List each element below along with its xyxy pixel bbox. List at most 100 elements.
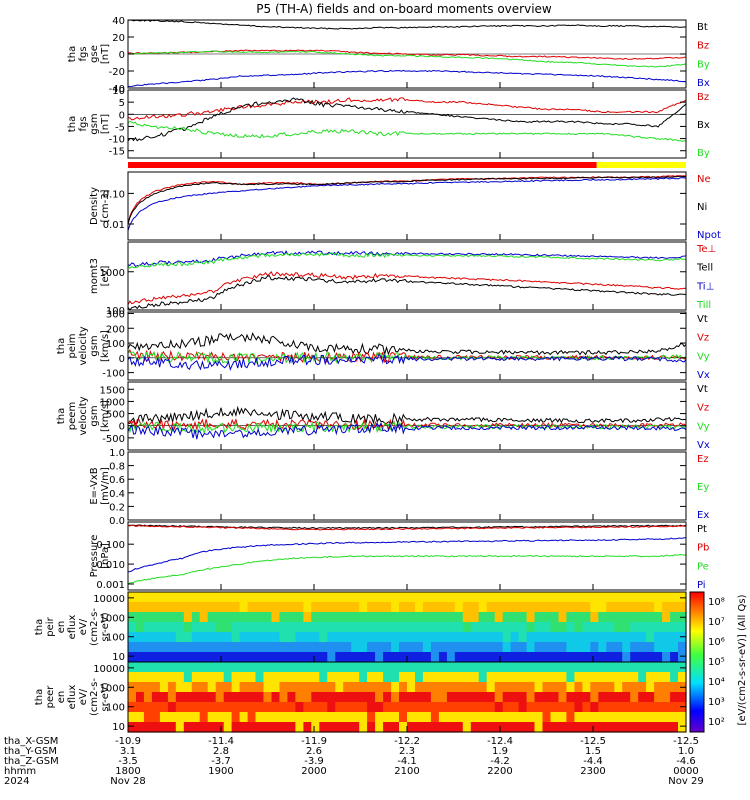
heatmap-cell (478, 602, 488, 613)
heatmap-cell (319, 702, 328, 713)
heatmap-cell (662, 652, 671, 663)
heatmap-cell (175, 652, 185, 663)
heatmap-cell (630, 632, 639, 643)
heatmap-cell (415, 712, 424, 723)
heatmap-cell (526, 692, 536, 703)
heatmap-cell (630, 692, 639, 703)
heatmap-cell (335, 692, 344, 703)
panel-8: 10 100 1000 10000 thapeirenefluxeV/(cm2-s-sr… (34, 591, 687, 663)
heatmap-cell (167, 722, 177, 733)
heatmap-cell (143, 622, 153, 633)
heatmap-cell (223, 682, 233, 693)
heatmap-cell (407, 722, 416, 733)
heatmap-cell (518, 722, 528, 733)
heatmap-cell (231, 632, 241, 643)
heatmap-cell (638, 682, 647, 693)
heatmap-cell (566, 672, 575, 683)
heatmap-cell (486, 632, 496, 643)
heatmap-cell (271, 622, 281, 633)
heatmap-cell (590, 682, 599, 693)
heatmap-cell (606, 682, 615, 693)
heatmap-cell (407, 682, 416, 693)
heatmap-cell (654, 702, 663, 713)
heatmap-cell (271, 632, 281, 643)
heatmap-cell (566, 702, 575, 713)
heatmap-cell (510, 632, 520, 643)
heatmap-cell (215, 652, 225, 663)
heatmap-cell (542, 692, 552, 703)
heatmap-cell (335, 602, 344, 613)
heatmap-cell (239, 622, 249, 633)
heatmap-cell (518, 612, 528, 623)
heatmap-cell (622, 642, 631, 653)
series-Bt (128, 20, 686, 30)
legend-Vx: Vx (697, 440, 710, 451)
heatmap-cell (327, 612, 336, 623)
heatmap-cell (662, 612, 671, 623)
heatmap-cell (279, 642, 289, 653)
legend-Vy: Vy (697, 351, 710, 362)
heatmap-cell (247, 672, 257, 683)
xaxis-value: -11.9 (301, 736, 327, 747)
heatmap-cell (199, 632, 209, 643)
heatmap-cell (470, 632, 480, 643)
heatmap-cell (550, 622, 560, 633)
heatmap-cell (255, 612, 265, 623)
heatmap-cell (327, 672, 336, 683)
heatmap-cell (367, 662, 376, 673)
heatmap-cell (566, 592, 575, 603)
series-Bx (128, 97, 686, 142)
heatmap-cell (279, 592, 289, 603)
legend-Npot: Npot (697, 230, 721, 241)
heatmap-cell (319, 592, 328, 603)
heatmap-cell (343, 612, 352, 623)
colorbar-tick: 10⁸ (708, 597, 725, 608)
heatmap-cell (319, 652, 328, 663)
heatmap-cell (343, 672, 352, 683)
ytick-label: -5 (115, 122, 125, 133)
heatmap-cell (510, 702, 520, 713)
heatmap-cell (454, 642, 464, 653)
heatmap-cell (343, 602, 352, 613)
heatmap-cell (598, 652, 607, 663)
heatmap-cell (351, 622, 360, 633)
xaxis-value: -12.2 (394, 736, 420, 747)
heatmap-cell (383, 682, 392, 693)
heatmap-cell (454, 602, 464, 613)
heatmap-cell (566, 622, 575, 633)
heatmap-cell (327, 682, 336, 693)
heatmap-cell (478, 642, 488, 653)
heatmap-cell (159, 602, 169, 613)
heatmap-cell (391, 602, 400, 613)
heatmap-cell (630, 602, 639, 613)
heatmap-cell (462, 642, 472, 653)
colorbar-tick: 10³ (708, 697, 725, 708)
heatmap-cell (550, 712, 560, 723)
heatmap-cell (231, 682, 241, 693)
heatmap-cell (622, 622, 631, 633)
heatmap-cell (566, 692, 575, 703)
heatmap-cell (279, 652, 289, 663)
heatmap-cell (630, 702, 639, 713)
ytick-label: 0 (119, 110, 125, 121)
heatmap-cell (614, 722, 623, 733)
heatmap-cell (128, 602, 137, 613)
heatmap-cell (438, 652, 448, 663)
heatmap-cell (407, 602, 416, 613)
heatmap-cell (143, 722, 153, 733)
heatmap-cell (167, 672, 177, 683)
heatmap-cell (223, 722, 233, 733)
heatmap-cell (319, 712, 328, 723)
heatmap-cell (415, 622, 424, 633)
heatmap-cell (215, 632, 225, 643)
ytick-label: 20 (112, 33, 125, 44)
ytick-label: 1500 (100, 385, 125, 396)
heatmap-cell (446, 712, 456, 723)
heatmap-cell (574, 652, 583, 663)
heatmap-cell (454, 672, 464, 683)
ytick-label: 1000 (100, 683, 125, 694)
heatmap-cell (167, 632, 177, 643)
heatmap-cell (279, 682, 289, 693)
heatmap-cell (263, 712, 273, 723)
